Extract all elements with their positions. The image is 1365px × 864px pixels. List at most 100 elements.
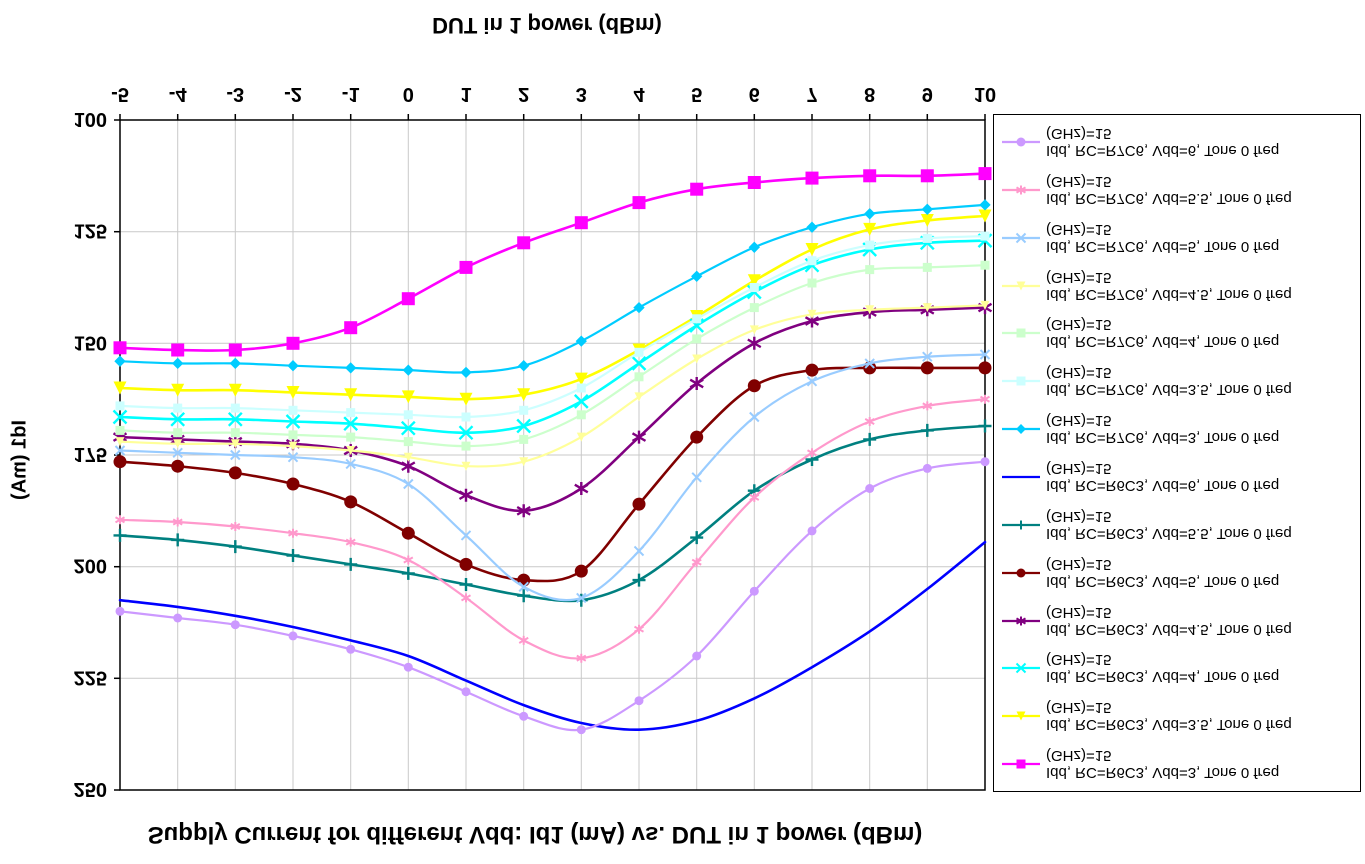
svg-text:-3: -3 [226,83,244,105]
legend: Idd, RC=R6C3, Vdd=3, Tone 0 freq (GHz)=15… [993,114,1361,792]
series-line [118,172,987,352]
legend-label-line2: (GHz)=15 [1046,364,1112,382]
legend-entry: Idd, RC=R6C3, Vdd=3, Tone 0 freq (GHz)=15 [1000,747,1358,781]
legend-marker-triangle-icon [1002,281,1040,291]
series-2 [113,209,992,406]
series-line [118,366,987,583]
legend-label-line2: (GHz)=15 [1046,603,1112,621]
series-12 [114,349,991,604]
series-line [118,235,987,419]
legend-marker-square-icon [1002,328,1040,338]
series-markers [114,199,991,379]
series-markers [115,457,990,735]
svg-text:100: 100 [74,108,107,130]
series-line [118,239,987,435]
legend-marker-plus-icon [1002,520,1040,530]
series-11 [115,300,990,471]
svg-text:9: 9 [922,83,933,105]
legend-label-line2: (GHz)=15 [1046,220,1112,238]
legend-entry-label: Idd, RC=R7C6, Vdd=3, Tone 0 freq (GHz)=15 [1046,412,1279,446]
legend-label-line2: (GHz)=15 [1046,747,1112,765]
legend-label-line1: Idd, RC=R7C6, Vdd=5.5, Tone 0 freq [1046,189,1292,207]
series-markers [114,394,991,663]
legend-label-line2: (GHz)=15 [1046,316,1112,334]
svg-text:-5: -5 [111,83,129,105]
svg-text:10: 10 [974,83,996,105]
legend-entry-label: Idd, RC=R6C3, Vdd=5.5, Tone 0 freq (GHz)=… [1046,508,1292,542]
legend-marker-line-icon [1002,475,1040,479]
series-line [118,540,987,732]
svg-text:4: 4 [633,83,645,105]
series-markers [113,361,992,587]
series-13 [114,394,991,663]
legend-marker-circle-icon [1002,568,1040,578]
legend-entry: Idd, RC=R7C6, Vdd=5.5, Tone 0 freq (GHz)=… [1000,173,1358,207]
legend-entry: Idd, RC=R7C6, Vdd=6, Tone 0 freq (GHz)=15 [1000,125,1358,159]
legend-entry-label: Idd, RC=R7C6, Vdd=4, Tone 0 freq (GHz)=15 [1046,316,1279,350]
legend-entry-label: Idd, RC=R7C6, Vdd=4.5, Tone 0 freq (GHz)=… [1046,269,1292,303]
series-markers [115,300,990,471]
legend-label-line1: Idd, RC=R6C3, Vdd=5.5, Tone 0 freq [1046,524,1292,542]
legend-label-line2: (GHz)=15 [1046,555,1112,573]
series-line [118,214,987,401]
legend-entry-label: Idd, RC=R7C6, Vdd=5, Tone 0 freq (GHz)=15 [1046,221,1279,255]
legend-label-line2: (GHz)=15 [1046,699,1112,717]
legend-entry: Idd, RC=R7C6, Vdd=4, Tone 0 freq (GHz)=15 [1000,316,1358,350]
legend-marker-x-icon [1002,663,1040,674]
legend-label-line1: Idd, RC=R6C3, Vdd=6, Tone 0 freq [1046,477,1280,495]
legend-label-line1: Idd, RC=R6C3, Vdd=4, Tone 0 freq [1046,668,1280,686]
legend-entry: Idd, RC=R6C3, Vdd=6, Tone 0 freq (GHz)=15 [1000,460,1358,494]
svg-text:3: 3 [576,83,587,105]
legend-label-line2: (GHz)=15 [1046,268,1112,286]
series-9 [115,231,990,422]
legend-label-line1: Idd, RC=R7C6, Vdd=6, Tone 0 freq [1046,142,1280,160]
series-8 [114,199,991,379]
series-line [118,203,987,374]
legend-entry: Idd, RC=R7C6, Vdd=4.5, Tone 0 freq (GHz)=… [1000,269,1358,303]
legend-label-line1: Idd, RC=R6C3, Vdd=3, Tone 0 freq [1046,764,1280,782]
svg-text:250: 250 [74,778,107,800]
y-tick-labels: 100 125 150 175 200 225 250 [74,108,107,800]
legend-label-line1: Idd, RC=R6C3, Vdd=3.5, Tone 0 freq [1046,716,1292,734]
legend-label-line1: Idd, RC=R7C6, Vdd=5, Tone 0 freq [1046,237,1280,255]
legend-label-line2: (GHz)=15 [1046,651,1112,669]
series-5 [113,361,992,587]
legend-label-line2: (GHz)=15 [1046,412,1112,430]
legend-entry: Idd, RC=R6C3, Vdd=3.5, Tone 0 freq (GHz)=… [1000,699,1358,733]
svg-text:2: 2 [518,83,529,105]
axis-ticks [114,114,986,791]
legend-label-line2: (GHz)=15 [1046,125,1112,143]
svg-text:125: 125 [74,220,107,242]
legend-marker-x-icon [1002,232,1040,244]
svg-text:6: 6 [749,83,760,105]
series-markers [115,231,990,422]
legend-marker-triangle-icon [1002,711,1040,721]
series-line [118,353,987,602]
svg-text:150: 150 [74,331,107,353]
legend-label-line2: (GHz)=15 [1046,507,1112,525]
svg-text:1: 1 [460,83,471,105]
svg-text:5: 5 [691,83,702,105]
svg-text:175: 175 [74,443,107,465]
series-line [118,304,987,468]
legend-marker-asterisk-icon [1002,616,1040,626]
legend-entry: Idd, RC=R6C3, Vdd=5.5, Tone 0 freq (GHz)=… [1000,508,1358,542]
legend-label-line1: Idd, RC=R7C6, Vdd=3, Tone 0 freq [1046,429,1280,447]
series-6 [113,419,992,607]
legend-entry: Idd, RC=R6C3, Vdd=4.5, Tone 0 freq (GHz)=… [1000,604,1358,638]
series-markers [113,419,992,607]
legend-entry-label: Idd, RC=R7C6, Vdd=3.5, Tone 0 freq (GHz)=… [1046,364,1292,398]
series-markers [115,260,990,451]
legend-label-line1: Idd, RC=R6C3, Vdd=4.5, Tone 0 freq [1046,620,1292,638]
legend-entry-label: Idd, RC=R6C3, Vdd=3, Tone 0 freq (GHz)=15 [1046,747,1279,781]
legend-entry: Idd, RC=R7C6, Vdd=3, Tone 0 freq (GHz)=15 [1000,412,1358,446]
legend-entry-label: Idd, RC=R6C3, Vdd=4, Tone 0 freq (GHz)=15 [1046,651,1279,685]
legend-marker-diamond-icon [1002,424,1040,435]
legend-entry: Idd, RC=R7C6, Vdd=5, Tone 0 freq (GHz)=15 [1000,221,1358,255]
x-tick-labels: -5 -4 -3 -2 -1 0 1 2 3 4 5 6 7 8 9 10 [111,83,996,105]
series-7 [118,540,987,732]
series-1 [113,167,992,357]
